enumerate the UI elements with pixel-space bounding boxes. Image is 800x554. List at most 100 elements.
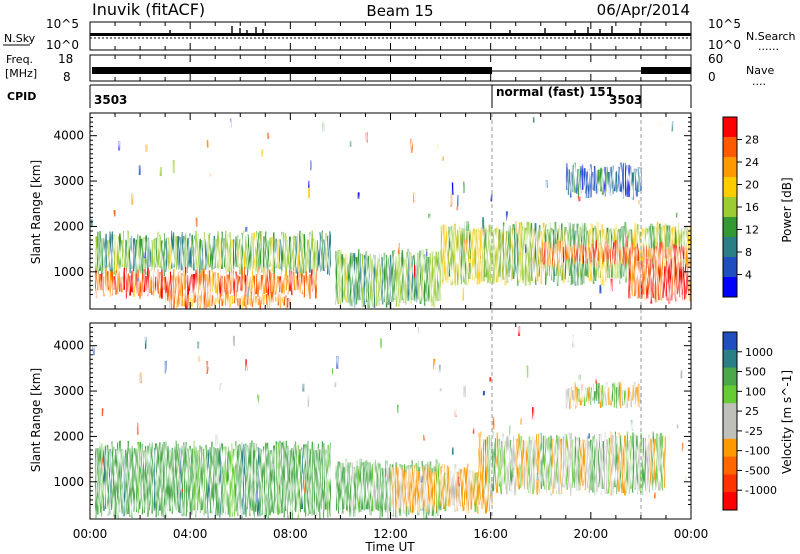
heatmap-cell (261, 293, 264, 305)
heatmap-cell (119, 440, 121, 513)
heatmap-cell (287, 298, 290, 308)
heatmap-cell (165, 292, 168, 303)
heatmap-cell (615, 387, 618, 409)
heatmap-cell (177, 271, 179, 294)
heatmap-cell (436, 463, 439, 507)
power-colorbar-cells (723, 117, 737, 298)
heatmap-cell (540, 432, 543, 489)
heatmap-cell (587, 386, 590, 404)
heatmap-cell (428, 469, 431, 505)
heatmap-cell (237, 298, 240, 307)
heatmap-cell (396, 467, 399, 513)
heatmap-cell (243, 296, 246, 307)
heatmap-cell (462, 287, 465, 301)
heatmap-cell (245, 274, 247, 298)
heatmap-cell (642, 437, 645, 495)
heatmap-cell (558, 436, 561, 495)
heatmap-cell (627, 387, 630, 401)
heatmap-cell (578, 196, 581, 202)
heatmap-cell (352, 469, 355, 474)
heatmap-cell (291, 448, 293, 519)
heatmap-cell (231, 239, 233, 271)
heatmap-cell (302, 383, 305, 392)
heatmap-cell (181, 296, 184, 307)
heatmap-cell (383, 468, 386, 510)
heatmap-cell (488, 483, 491, 490)
heatmap-cell (261, 275, 263, 298)
heatmap-cell (197, 291, 200, 309)
heatmap-cell (601, 168, 604, 195)
heatmap-cell (293, 271, 295, 291)
heatmap-cell (446, 230, 449, 283)
x-tick-label: 00:00 (674, 527, 709, 541)
heatmap-cell (143, 252, 146, 259)
heatmap-cell (227, 274, 229, 298)
heatmap-cell (139, 235, 141, 276)
heatmap-cell (295, 275, 297, 291)
heatmap-cell (191, 295, 194, 307)
y-tick-label: 4000 (53, 339, 84, 353)
heatmap-cell (309, 232, 311, 273)
heatmap-cell (171, 447, 173, 514)
heatmap-cell (578, 374, 581, 381)
heatmap-cell (105, 445, 107, 510)
heatmap-cell (349, 462, 352, 517)
heatmap-cell (670, 240, 673, 259)
heatmap-cell (540, 248, 543, 263)
heatmap-cell (257, 298, 260, 305)
heatmap-cell (216, 476, 219, 484)
heatmap-cell (271, 291, 274, 303)
velocity-colorbar: 1000 500 100 25 -25 -100 -500 -1000 Velocity [m… (722, 331, 794, 511)
heatmap-cell (141, 443, 143, 515)
heatmap-cell (229, 118, 232, 128)
heatmap-cell (347, 257, 350, 303)
heatmap-cell (319, 232, 321, 273)
heatmap-cell (614, 431, 617, 488)
heatmap-cell (686, 266, 689, 295)
heatmap-cell (371, 464, 374, 512)
heatmap-cell (410, 138, 413, 149)
heatmap-cell (417, 327, 420, 333)
heatmap-cell (99, 441, 101, 513)
heatmap-cell (231, 443, 233, 517)
heatmap-cell (131, 235, 133, 270)
heatmap-cell (191, 274, 193, 293)
heatmap-cell (285, 271, 287, 291)
heatmap-cell (419, 250, 422, 304)
heatmap-cell (599, 167, 602, 192)
heatmap-cell (424, 469, 427, 505)
heatmap-cell (552, 258, 555, 266)
heatmap-cell (638, 440, 641, 491)
heatmap-cell (450, 471, 453, 509)
heatmap-cell (357, 465, 360, 514)
heatmap-cell (109, 448, 111, 515)
heatmap-cell (580, 384, 583, 391)
heatmap-cell (259, 296, 262, 309)
heatmap-cell (630, 419, 633, 431)
heatmap-cell (578, 244, 581, 262)
heatmap-cell (129, 448, 131, 517)
heatmap-cell (247, 445, 249, 510)
heatmap-cell (117, 442, 119, 519)
heatmap-cell (602, 242, 605, 262)
heatmap-cell (155, 443, 157, 518)
heatmap-cell (630, 242, 633, 263)
heatmap-cell (101, 408, 104, 417)
colorbar-cell (723, 367, 737, 386)
heatmap-cell (442, 224, 445, 285)
power-colorbar-label: Power [dB] (780, 177, 794, 242)
heatmap-cell (229, 232, 231, 277)
heatmap-cell (175, 236, 177, 270)
heatmap-cell (279, 440, 281, 514)
heatmap-cell (650, 438, 653, 487)
heatmap-cell (584, 439, 587, 491)
heatmap-cell (466, 220, 469, 231)
heatmap-cell (628, 267, 631, 299)
heatmap-cell (269, 450, 271, 516)
heatmap-cell (135, 448, 137, 513)
heatmap-cell (412, 465, 415, 513)
heatmap-cell (676, 212, 678, 218)
heatmap-cell (576, 437, 579, 491)
heatmap-cell (500, 441, 503, 495)
